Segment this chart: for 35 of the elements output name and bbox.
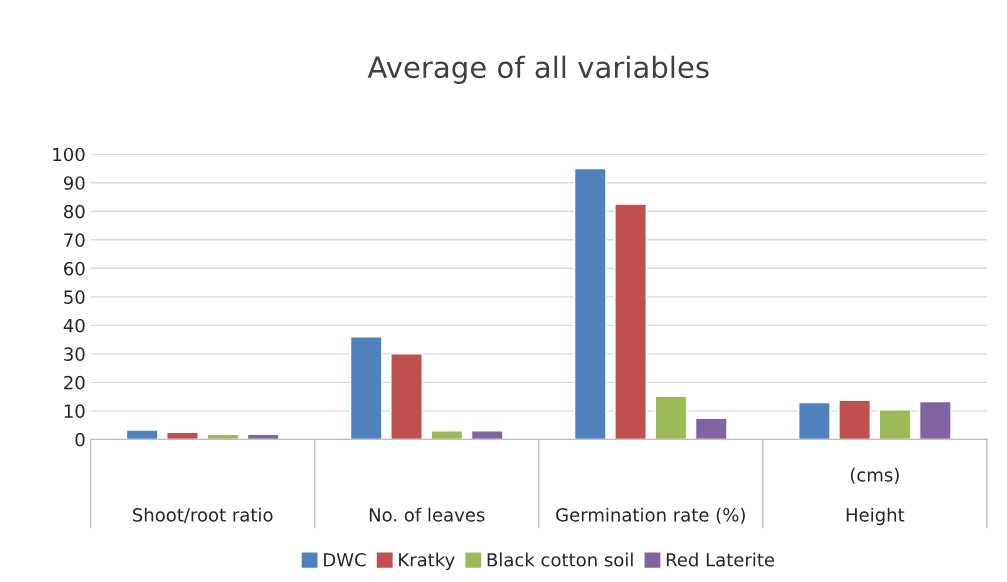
legend-label: Kratky [399, 552, 455, 571]
text: (cms) [850, 467, 899, 484]
legend-label: Red Laterite [666, 552, 775, 567]
bar [166, 431, 199, 440]
legend-label: Black cotton soil [487, 552, 633, 567]
x-tick-label: Height [846, 507, 905, 526]
y-tick-label: 10 [64, 404, 85, 419]
bar [430, 430, 464, 440]
bar [349, 336, 383, 440]
bar [470, 430, 504, 440]
bar [390, 353, 423, 440]
x-tick-label: Germination rate (%) [556, 507, 745, 524]
y-tick-label: 60 [64, 261, 85, 276]
bar [694, 417, 728, 440]
y-tick-label: 30 [64, 347, 85, 361]
x-tick-label: No. of leaves [369, 507, 485, 522]
y-tick-label: 40 [63, 318, 85, 333]
bar [654, 395, 688, 440]
x-tick-label: Shoot/root ratio [132, 507, 273, 524]
bar [878, 409, 912, 440]
y-tick-label: 50 [64, 290, 85, 304]
y-tick-label: 100 [53, 147, 85, 162]
bar [797, 401, 831, 440]
bar [918, 400, 952, 440]
bar [614, 203, 647, 440]
y-tick-label: 70 [64, 233, 85, 247]
y-tick-label: 20 [64, 375, 85, 390]
bar [573, 167, 607, 440]
y-tick-label: 90 [63, 176, 85, 190]
y-tick-label: 0 [75, 432, 85, 447]
bar [125, 429, 159, 440]
chart-title: Average of all variables [367, 55, 709, 84]
legend-label: DWC [324, 552, 366, 567]
bar [838, 399, 872, 440]
y-tick-label: 80 [64, 204, 85, 219]
